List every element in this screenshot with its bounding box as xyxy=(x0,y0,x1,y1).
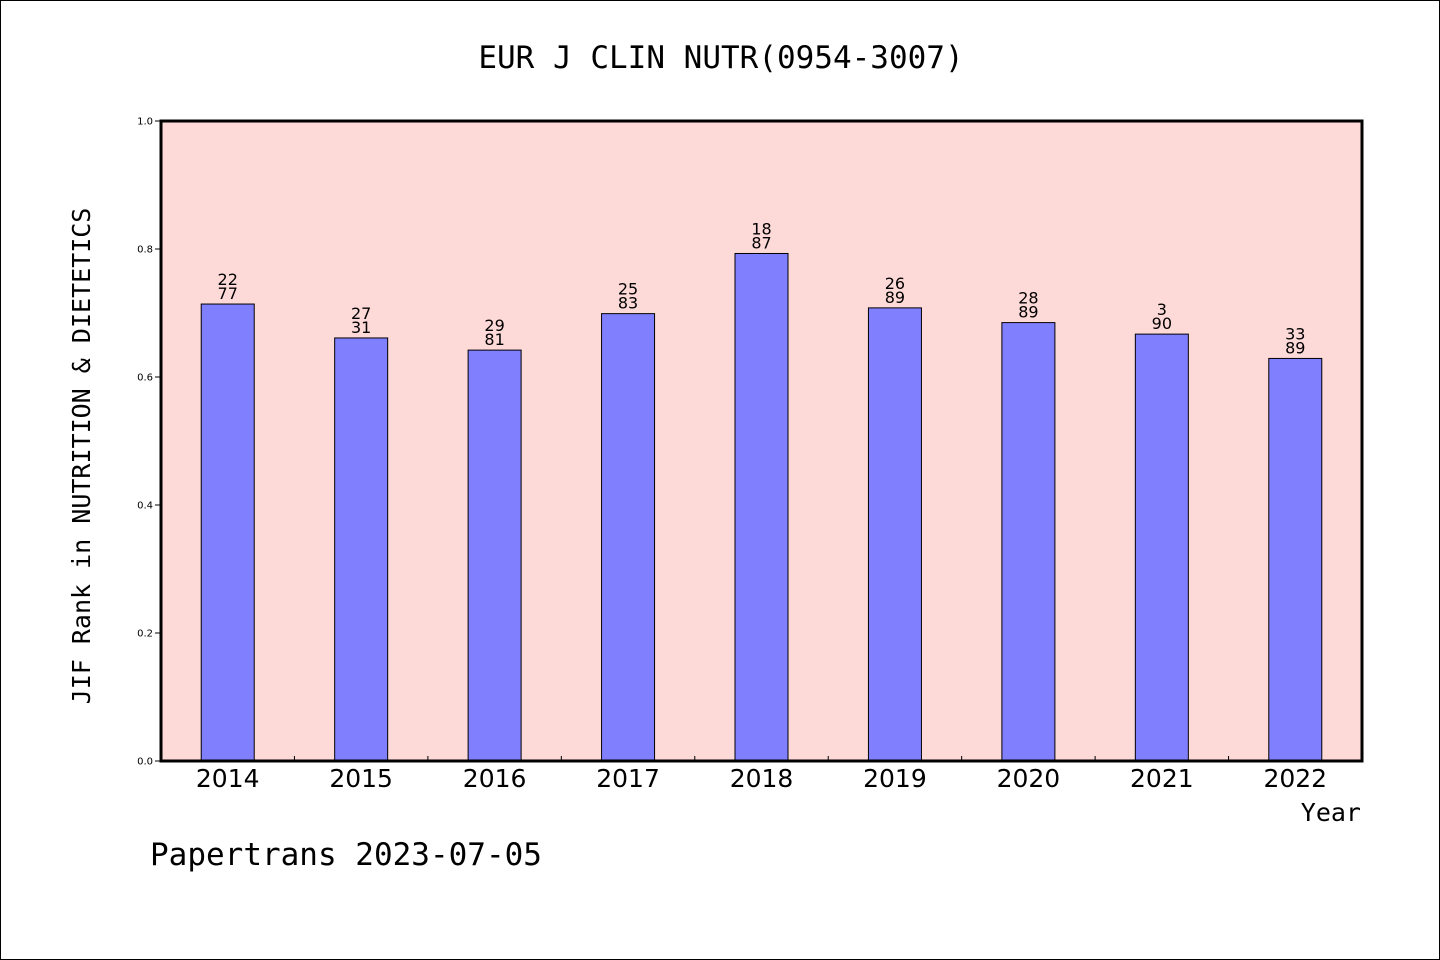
x-tick-label: 2020 xyxy=(997,764,1061,793)
bar-series xyxy=(200,252,1323,762)
x-tick-label: 2014 xyxy=(196,764,260,793)
bar-label-rank: 28 xyxy=(1018,289,1038,308)
bar-label-total: 89 xyxy=(885,288,905,307)
bar xyxy=(601,313,656,762)
x-tick-label: 2022 xyxy=(1263,764,1327,793)
y-tick-label: 1.0 xyxy=(137,117,153,128)
y-tick-label: 0.4 xyxy=(137,501,153,512)
bar xyxy=(1268,357,1323,762)
bar-label-total: 89 xyxy=(1018,303,1038,322)
y-axis-label: JIF Rank in NUTRITION & DIETETICS xyxy=(67,208,96,705)
x-axis-label: Year xyxy=(1301,798,1361,827)
bar-label-rank: 26 xyxy=(885,274,905,293)
x-tick-label: 2015 xyxy=(329,764,393,793)
x-tick-label: 2016 xyxy=(463,764,527,793)
bar xyxy=(1134,333,1189,762)
chart-title: EUR J CLIN NUTR(0954-3007) xyxy=(478,40,963,76)
bar xyxy=(467,349,522,762)
bar-label-total: 77 xyxy=(218,284,238,303)
bar-label-rank: 18 xyxy=(751,219,771,238)
bar-label-rank: 3 xyxy=(1157,300,1167,319)
bar-label-rank: 27 xyxy=(351,304,371,323)
bar-label-rank: 25 xyxy=(618,280,638,299)
bar xyxy=(1001,322,1056,762)
bar xyxy=(867,307,922,762)
bar-label-rank: 29 xyxy=(484,316,504,335)
bar-label-total: 87 xyxy=(751,233,771,252)
x-tick-label: 2017 xyxy=(596,764,660,793)
x-axis: 2014 2015 2016 2017 2018 2019 2020 2021 2022 xyxy=(196,756,1327,793)
bar xyxy=(734,252,789,762)
x-tick-label: 2021 xyxy=(1130,764,1194,793)
plot-border xyxy=(159,119,1364,763)
bar-label-total: 31 xyxy=(351,318,371,337)
bar-label-total: 90 xyxy=(1152,314,1172,333)
x-tick-label: 2019 xyxy=(863,764,927,793)
bar-label-total: 81 xyxy=(484,330,504,349)
bar-label-rank: 22 xyxy=(218,270,238,289)
y-tick-label: 0.8 xyxy=(137,245,153,256)
footer-date: Papertrans 2023-07-05 xyxy=(150,837,542,873)
bar xyxy=(200,303,255,762)
bar-label-total: 83 xyxy=(618,294,638,313)
y-tick-label: 0.2 xyxy=(137,629,153,640)
y-tick-label: 0.6 xyxy=(137,373,153,384)
x-tick-label: 2018 xyxy=(730,764,794,793)
bar-label-total: 89 xyxy=(1285,338,1305,357)
y-axis: 0.0 0.2 0.4 0.6 0.8 1.0 xyxy=(137,117,161,768)
y-tick-label: 0.0 xyxy=(137,757,153,768)
bar-label-rank: 33 xyxy=(1285,324,1305,343)
bar xyxy=(334,337,389,762)
